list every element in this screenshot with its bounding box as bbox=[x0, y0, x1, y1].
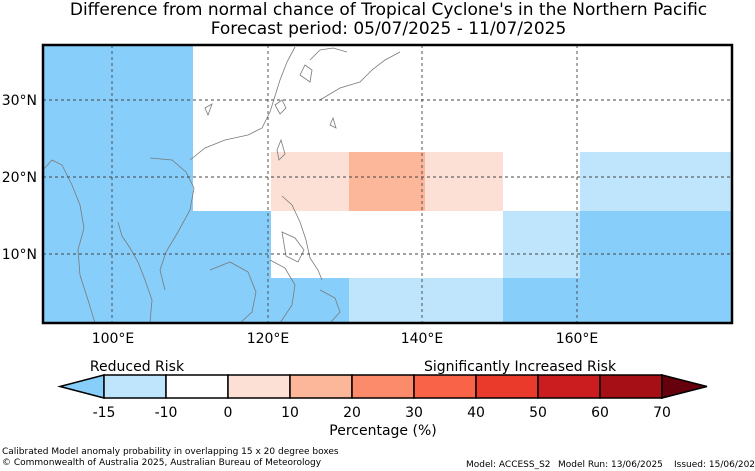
cell-reduced-east bbox=[580, 211, 732, 278]
cell-reduced-south bbox=[271, 278, 349, 323]
colorbar-tick-label: 70 bbox=[653, 405, 671, 421]
cell-reduced-west bbox=[43, 45, 193, 215]
cell-increased-10-20 bbox=[349, 152, 425, 211]
legend-increased-label: Significantly Increased Risk bbox=[424, 359, 617, 375]
cell-slight-reduced-east bbox=[503, 211, 580, 278]
colorbar-tick-label: -10 bbox=[155, 405, 178, 421]
colorbar-segment bbox=[289, 374, 353, 399]
colorbar-tick-label: 60 bbox=[591, 405, 609, 421]
legend-axis-label: Percentage (%) bbox=[329, 423, 436, 439]
colorbar-segment bbox=[351, 374, 415, 399]
colorbar-segment bbox=[413, 374, 477, 399]
cell-increased-0-10 bbox=[271, 152, 349, 211]
graticule bbox=[43, 45, 732, 323]
map-frame bbox=[41, 43, 734, 325]
footer-issued: Issued: 15/06/2025 bbox=[674, 460, 755, 470]
colorbar-extend-low bbox=[57, 374, 105, 399]
colorbar-segment bbox=[537, 374, 601, 399]
colorbar-tick-label: 10 bbox=[281, 405, 299, 421]
lat-label-10: 10°N bbox=[2, 247, 37, 263]
colorbar-segment bbox=[475, 374, 539, 399]
cell-reduced-southeast bbox=[503, 278, 732, 323]
lat-label-30: 30°N bbox=[2, 93, 37, 109]
footer-model: Model: ACCESS_S2 bbox=[466, 460, 551, 470]
lon-label-160: 160°E bbox=[556, 331, 599, 347]
lon-label-140: 140°E bbox=[401, 331, 444, 347]
colorbar-tick-label: -15 bbox=[93, 405, 116, 421]
colorbar-segment bbox=[165, 374, 229, 399]
colorbar-segment bbox=[103, 374, 167, 399]
coastlines bbox=[43, 46, 401, 323]
footer-model-run: Model Run: 13/06/2025 bbox=[558, 460, 663, 470]
cell-reduced-southwest bbox=[43, 211, 271, 323]
colorbar-tick-label: 40 bbox=[467, 405, 485, 421]
map-title: Difference from normal chance of Tropica… bbox=[69, 0, 708, 20]
colorbar-tick-label: 20 bbox=[343, 405, 361, 421]
cell-increased-0-10-east bbox=[425, 152, 503, 211]
colorbar-tick-label: 50 bbox=[529, 405, 547, 421]
forecast-period: Forecast period: 05/07/2025 - 11/07/2025 bbox=[210, 19, 567, 39]
lat-label-20: 20°N bbox=[2, 170, 37, 186]
cell-slight-reduced-south bbox=[349, 278, 503, 323]
risk-grid bbox=[43, 45, 732, 323]
cell-slight-reduced-northeast bbox=[580, 152, 732, 211]
colorbar-extend-high bbox=[661, 374, 708, 399]
footer-description: Calibrated Model anomaly probability in … bbox=[2, 447, 339, 457]
colorbar-tick-label: 0 bbox=[224, 405, 233, 421]
colorbar-tick-label: 30 bbox=[405, 405, 423, 421]
legend-colorbar: -15 -10 0 10 20 30 40 50 60 70 bbox=[57, 374, 708, 421]
colorbar-segment bbox=[227, 374, 291, 399]
colorbar-segment bbox=[599, 374, 663, 399]
footer-copyright: © Commonwealth of Australia 2025, Austra… bbox=[2, 458, 322, 468]
lon-label-100: 100°E bbox=[92, 331, 135, 347]
lon-label-120: 120°E bbox=[247, 331, 290, 347]
legend-reduced-label: Reduced Risk bbox=[90, 359, 185, 375]
